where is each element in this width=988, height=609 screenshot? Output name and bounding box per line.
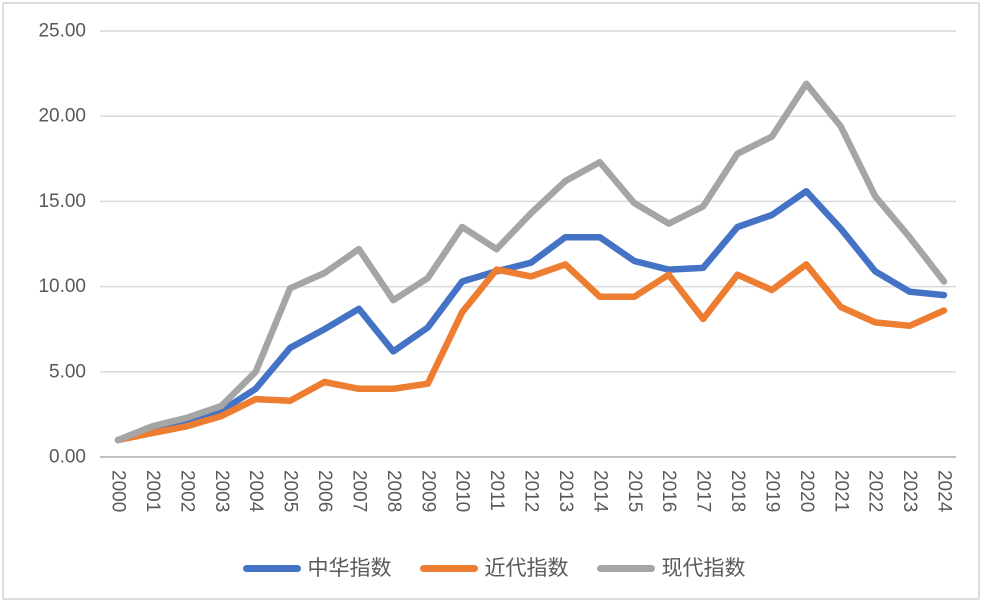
y-axis-label-0: 0.00 xyxy=(49,447,86,468)
x-axis-label-2004: 2004 xyxy=(245,470,266,513)
legend-label-xiandai-zhishu: 现代指数 xyxy=(661,556,746,580)
x-axis-label-2020: 2020 xyxy=(796,470,817,512)
x-axis-label-2012: 2012 xyxy=(521,470,542,512)
legend-label-jindai-zhishu: 近代指数 xyxy=(484,556,569,580)
series-line-jindai-zhishu xyxy=(114,261,948,444)
legend-swatch-xiandai-zhishu xyxy=(596,564,655,572)
x-axis-label-2008: 2008 xyxy=(383,470,404,512)
x-axis-label-2022: 2022 xyxy=(865,470,886,512)
x-axis-label-2024: 2024 xyxy=(934,470,955,513)
x-axis-label-2002: 2002 xyxy=(176,470,197,512)
series-line-xiandai-zhishu xyxy=(114,80,948,444)
x-axis-label-2007: 2007 xyxy=(348,470,369,512)
legend-item-zhonghua-zhishu: 中华指数 xyxy=(242,556,392,580)
x-axis-label-2006: 2006 xyxy=(314,470,335,512)
x-axis-label-2021: 2021 xyxy=(830,470,851,512)
y-axis-label-15: 15.00 xyxy=(38,191,86,212)
x-axis-label-2009: 2009 xyxy=(417,470,438,512)
y-axis-label-25: 25.00 xyxy=(38,21,86,42)
x-axis-label-2011: 2011 xyxy=(486,470,507,511)
x-axis-label-2013: 2013 xyxy=(555,470,576,512)
x-axis-label-2018: 2018 xyxy=(727,470,748,512)
legend-item-xiandai-zhishu: 现代指数 xyxy=(596,556,746,580)
chart-legend: 中华指数 近代指数 现代指数 xyxy=(40,551,948,585)
series-line-zhonghua-zhishu xyxy=(114,187,948,444)
x-axis-label-2000: 2000 xyxy=(108,470,129,512)
y-axis-label-10: 10.00 xyxy=(38,276,86,297)
x-axis-label-2014: 2014 xyxy=(589,470,610,513)
y-axis-label-20: 20.00 xyxy=(38,106,86,127)
x-axis-label-2003: 2003 xyxy=(211,470,232,512)
legend-label-zhonghua-zhishu: 中华指数 xyxy=(307,556,392,580)
x-axis-label-2005: 2005 xyxy=(280,470,301,512)
x-axis-label-2019: 2019 xyxy=(761,470,782,512)
legend-swatch-zhonghua-zhishu xyxy=(242,564,301,572)
legend-swatch-jindai-zhishu xyxy=(419,564,478,572)
x-axis-label-2016: 2016 xyxy=(658,470,679,512)
x-axis-label-2017: 2017 xyxy=(693,470,714,512)
legend-item-jindai-zhishu: 近代指数 xyxy=(419,556,569,580)
x-axis-label-2010: 2010 xyxy=(452,470,473,512)
y-axis-label-5: 5.00 xyxy=(49,361,86,382)
x-axis-label-2001: 2001 xyxy=(142,470,163,512)
x-axis-label-2015: 2015 xyxy=(624,470,645,512)
x-axis-label-2023: 2023 xyxy=(899,470,920,512)
